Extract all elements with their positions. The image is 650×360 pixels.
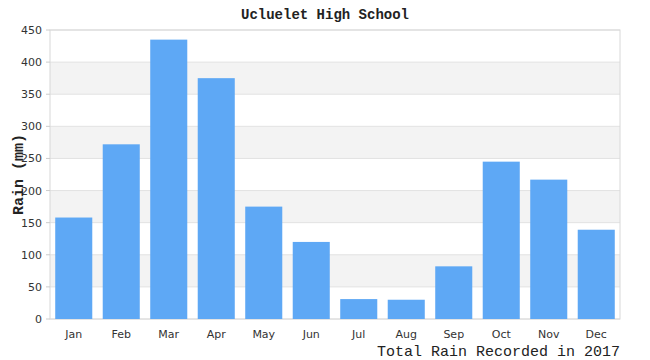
y-tick-label: 150	[21, 217, 42, 230]
y-tick-label: 50	[28, 281, 42, 294]
grid-band	[50, 62, 620, 94]
y-tick-label: 450	[21, 24, 42, 37]
bar	[55, 218, 92, 319]
bar	[388, 300, 425, 319]
bar	[483, 162, 520, 319]
y-axis-label: Rain (mm)	[11, 134, 28, 215]
chart-svg: 050100150200250300350400450JanFebMarAprM…	[0, 0, 650, 360]
x-tick-label: Sep	[443, 328, 464, 341]
x-tick-label: Feb	[112, 328, 131, 341]
x-tick-label: Aug	[396, 328, 417, 341]
plot-background	[50, 30, 620, 319]
chart-title: Ucluelet High School	[241, 7, 409, 23]
grid-line	[50, 126, 620, 127]
y-tick	[46, 158, 50, 159]
bar	[198, 78, 235, 319]
x-tick-label: Jan	[64, 328, 82, 341]
grid-line	[50, 94, 620, 95]
bar	[103, 144, 140, 319]
y-tick	[46, 319, 50, 320]
bar	[245, 207, 282, 319]
x-tick-label: Oct	[492, 328, 512, 341]
chart-container: 050100150200250300350400450JanFebMarAprM…	[0, 0, 650, 360]
y-tick-label: 100	[21, 249, 42, 262]
y-tick	[46, 126, 50, 127]
y-tick	[46, 222, 50, 223]
x-tick-label: Nov	[538, 328, 560, 341]
y-tick	[46, 30, 50, 31]
y-tick	[46, 286, 50, 287]
y-tick	[46, 62, 50, 63]
x-tick-label: Jul	[351, 328, 365, 341]
y-tick	[46, 94, 50, 95]
y-tick	[46, 190, 50, 191]
x-tick-label: Apr	[207, 328, 227, 341]
bar	[530, 180, 567, 319]
bar	[150, 40, 187, 319]
y-tick-label: 0	[35, 313, 42, 326]
bar	[435, 266, 472, 319]
bars	[55, 40, 615, 319]
x-axis-label: Total Rain Recorded in 2017	[377, 344, 620, 360]
plot-frame	[50, 30, 620, 319]
x-tick-label: May	[252, 328, 275, 341]
bar	[340, 299, 377, 319]
x-tick-label: Jun	[302, 328, 320, 341]
y-tick-label: 400	[21, 56, 42, 69]
x-tick-label: Dec	[586, 328, 607, 341]
grid-line	[50, 62, 620, 63]
y-tick-label: 300	[21, 120, 42, 133]
y-tick	[46, 254, 50, 255]
y-tick-label: 350	[21, 88, 42, 101]
bar	[293, 242, 330, 319]
x-tick-label: Mar	[158, 328, 179, 341]
bar	[578, 230, 615, 319]
